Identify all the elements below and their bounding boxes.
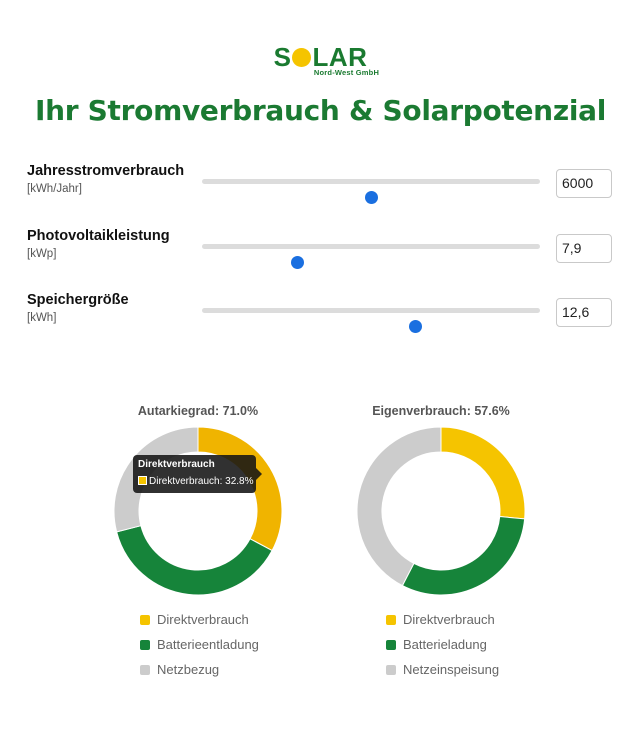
legend-item-direktverbrauch[interactable]: Direktverbrauch [140, 612, 249, 628]
legend-swatch [386, 640, 396, 650]
tooltip-title: Direktverbrauch [138, 459, 215, 470]
jahresstromverbrauch-slider[interactable] [202, 179, 540, 204]
eigenverbrauch-donut-chart[interactable] [356, 426, 526, 596]
speichergroesse-input[interactable]: 12,6 [556, 298, 612, 327]
legend-label: Batterieentladung [157, 637, 259, 652]
donut-slice-direktverbrauch[interactable] [440, 426, 526, 520]
control-unit: [kWh/Jahr] [27, 183, 82, 195]
legend-item-direktverbrauch[interactable]: Direktverbrauch [386, 612, 495, 628]
slider-thumb[interactable] [408, 320, 422, 333]
legend-item-netzeinspeisung[interactable]: Netzeinspeisung [386, 662, 499, 678]
speichergroesse-slider[interactable] [202, 308, 540, 333]
legend-swatch [386, 615, 396, 625]
photovoltaikleistung-slider[interactable] [202, 244, 540, 269]
page-title: Ihr Stromverbrauch & Solarpotenzial [34, 94, 607, 127]
tooltip-text: Direktverbrauch: 32.8% [149, 476, 254, 487]
control-label: Jahresstromverbrauch [27, 163, 185, 179]
logo-letters-lar: LAR [312, 42, 368, 72]
chart-tooltip: Direktverbrauch Direktverbrauch: 32.8% [133, 455, 262, 493]
control-unit: [kWh] [27, 312, 57, 324]
donut-slice-batterieladung[interactable] [401, 516, 526, 596]
control-photovoltaikleistung: Photovoltaikleistung [kWp] 7,9 [27, 228, 617, 269]
legend-swatch [386, 665, 396, 675]
logo-letter-s: S [273, 42, 292, 72]
legend-item-batterieentladung[interactable]: Batterieentladung [140, 637, 259, 653]
company-logo: S LAR Nord-West GmbH [0, 44, 641, 77]
legend-label: Netzbezug [157, 662, 220, 677]
slider-thumb[interactable] [365, 191, 378, 204]
eigenverbrauch-legend: Direktverbrauch Batterieladung Netzeinspei… [386, 612, 546, 682]
tooltip-caret [256, 468, 262, 480]
legend-swatch [140, 615, 150, 625]
legend-item-netzbezug[interactable]: Netzbezug [140, 662, 219, 678]
tooltip-color-swatch [138, 476, 147, 485]
autarkie-legend: Direktverbrauch Batterieentladung Netzbezu… [140, 612, 300, 682]
legend-swatch [140, 665, 150, 675]
legend-label: Netzeinspeisung [403, 662, 500, 677]
tooltip-body: Direktverbrauch: 32.8% [138, 476, 254, 487]
control-unit: [kWp] [27, 248, 57, 260]
control-speichergroesse: Speichergröße [kWh] 12,6 [27, 292, 617, 333]
eigenverbrauch-chart-title: Eigenverbrauch: 57.6% [372, 404, 510, 418]
sun-icon [292, 47, 312, 67]
legend-label: Direktverbrauch [157, 612, 249, 627]
logo-wordmark: S LAR [274, 44, 368, 70]
photovoltaikleistung-input[interactable]: 7,9 [556, 234, 612, 263]
control-label: Speichergröße [27, 292, 129, 308]
legend-label: Batterieladung [403, 637, 487, 652]
control-label: Photovoltaikleistung [27, 228, 170, 244]
legend-item-batterieladung[interactable]: Batterieladung [386, 637, 487, 653]
legend-swatch [140, 640, 150, 650]
donut-slice-netzeinspeisung[interactable] [356, 426, 442, 587]
logo-subtitle: Nord-West GmbH [313, 68, 380, 77]
autarkie-chart-title: Autarkiegrad: 71.0% [137, 404, 259, 418]
legend-label: Direktverbrauch [403, 612, 495, 627]
donut-slice-batterieentladung[interactable] [116, 525, 273, 596]
slider-thumb[interactable] [290, 256, 304, 269]
autarkie-donut-chart[interactable] [113, 426, 283, 596]
control-jahresstromverbrauch: Jahresstromverbrauch [kWh/Jahr] 6000 [27, 163, 617, 204]
jahresstromverbrauch-input[interactable]: 6000 [556, 169, 612, 198]
